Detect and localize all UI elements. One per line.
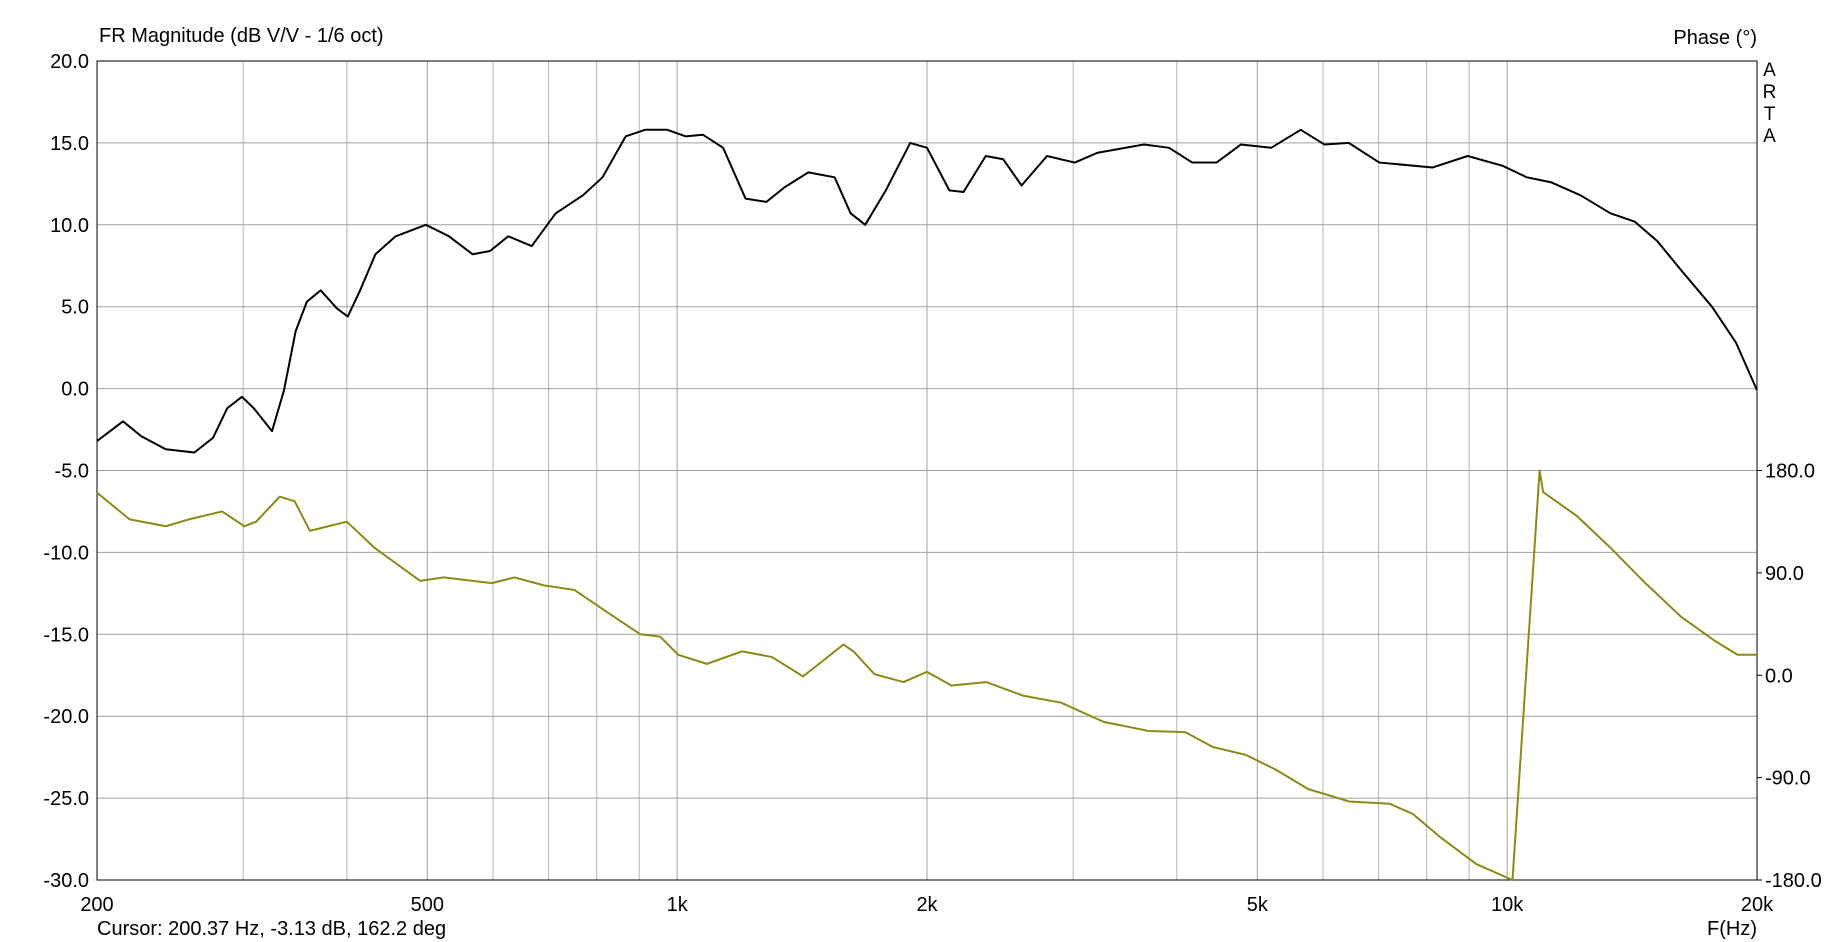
x-axis-title: F(Hz)	[1707, 918, 1757, 940]
y-tick-label: -20.0	[43, 706, 89, 728]
y2-tick-label: 90.0	[1765, 563, 1804, 585]
x-tick-label: 500	[411, 894, 444, 916]
x-tick-label: 5k	[1247, 894, 1269, 916]
x-tick-label: 1k	[667, 894, 689, 916]
y-tick-label: 0.0	[61, 379, 89, 401]
watermark: ARTA	[1759, 60, 1780, 148]
cursor-readout: Cursor: 200.37 Hz, -3.13 dB, 162.2 deg	[97, 918, 446, 940]
phase-line	[96, 469, 1757, 881]
y2-tick-label: -180.0	[1765, 870, 1822, 892]
chart-title: FR Magnitude (dB V/V - 1/6 oct)	[99, 25, 384, 47]
y-tick-label: 20.0	[50, 51, 89, 73]
y2-tick-label: 180.0	[1765, 461, 1815, 483]
y-tick-label: -10.0	[43, 542, 89, 564]
y-tick-label: -25.0	[43, 788, 89, 810]
x-tick-label: 200	[80, 894, 113, 916]
x-tick-label: 20k	[1741, 894, 1774, 916]
y-tick-label: -30.0	[43, 870, 89, 892]
y-tick-label: -5.0	[55, 461, 89, 483]
y-tick-label: 15.0	[50, 133, 89, 155]
y-tick-label: 10.0	[50, 215, 89, 237]
y2-tick-label: -90.0	[1765, 768, 1811, 790]
y-tick-label: -15.0	[43, 624, 89, 646]
plot-frame	[96, 60, 1758, 881]
x-tick-label: 2k	[916, 894, 938, 916]
y2-tick-label: 0.0	[1765, 665, 1793, 687]
magnitude-line	[96, 128, 1758, 454]
y-tick-label: 5.0	[61, 297, 89, 319]
x-tick-label: 10k	[1491, 894, 1524, 916]
y2-axis-title: Phase (°)	[1673, 27, 1757, 49]
